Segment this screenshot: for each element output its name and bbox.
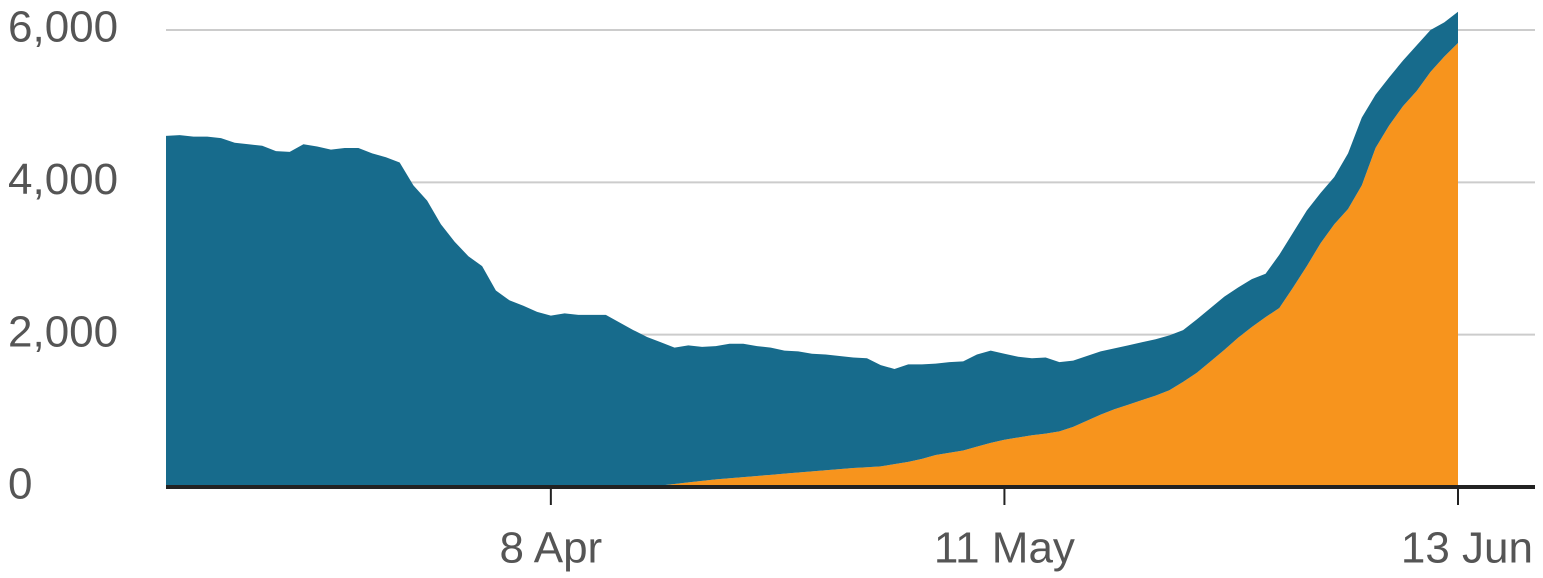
x-tick-label: 13 Jun <box>1401 524 1533 573</box>
x-tick-label: 11 May <box>934 524 1075 573</box>
area <box>166 11 1458 487</box>
y-tick-label: 2,000 <box>8 307 118 356</box>
y-tick-label: 4,000 <box>8 155 118 204</box>
y-tick-label: 0 <box>8 460 32 509</box>
x-tick-label: 8 Apr <box>499 524 602 573</box>
area <box>166 42 1458 487</box>
y-tick-label: 6,000 <box>8 3 118 52</box>
